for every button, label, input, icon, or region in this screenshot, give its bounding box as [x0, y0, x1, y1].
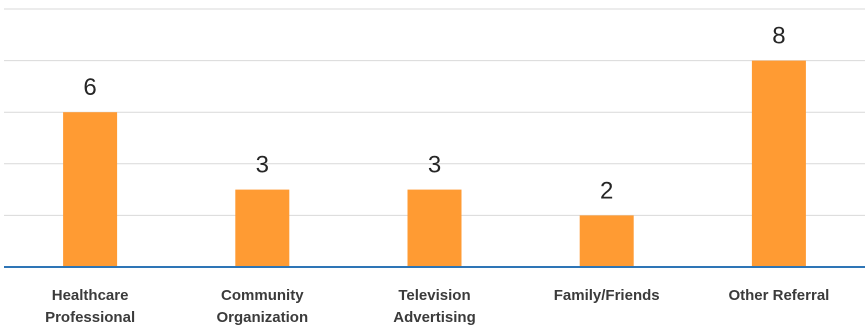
- data-label: 6: [83, 74, 96, 101]
- x-tick-label-line: Advertising: [393, 309, 476, 326]
- x-tick-label-line: Television: [398, 287, 470, 304]
- bar: [579, 215, 634, 267]
- gridlines: [4, 8, 865, 216]
- data-label: 3: [428, 152, 441, 179]
- data-label: 8: [772, 23, 785, 50]
- x-tick-labels: Healthcare Professional Community Organizat…: [45, 287, 829, 326]
- x-tick-label-line: Professional: [45, 309, 135, 326]
- x-tick-label: Family/Friends: [554, 287, 660, 304]
- bar: [751, 60, 806, 267]
- data-labels: 6 3 3 2 8: [83, 23, 785, 205]
- x-tick-label-line: Community: [221, 287, 304, 304]
- x-tick-label: Other Referral: [728, 287, 829, 304]
- x-tick-label: Healthcare Professional: [45, 287, 135, 326]
- bar: [63, 112, 118, 267]
- x-tick-label: Community Organization: [216, 287, 308, 326]
- x-tick-label-line: Healthcare: [52, 287, 129, 304]
- bars: [63, 60, 806, 267]
- data-label: 2: [600, 177, 613, 204]
- x-tick-label-line: Other Referral: [728, 287, 829, 304]
- bar: [407, 189, 462, 267]
- x-tick-label-line: Family/Friends: [554, 287, 660, 304]
- bar: [235, 189, 290, 267]
- x-tick-label: Television Advertising: [393, 287, 476, 326]
- data-label: 3: [256, 152, 269, 179]
- x-tick-label-line: Organization: [216, 309, 308, 326]
